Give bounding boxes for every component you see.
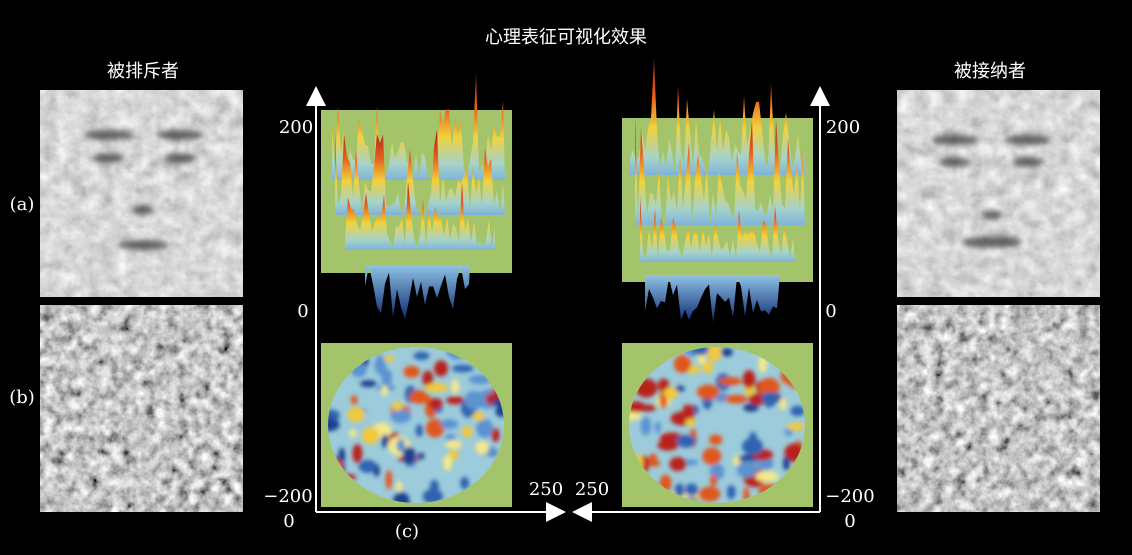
figure: 心理表征可视化效果 被排斥者 被接纳者 (a) (b) (c) 200 0 −2…: [0, 0, 1132, 555]
heat-blob: [386, 470, 393, 489]
heat-blob: [491, 428, 499, 442]
heat-blob: [676, 435, 696, 448]
heat-blob: [381, 385, 388, 396]
heat-blob: [349, 429, 357, 437]
heat-blob: [710, 475, 717, 487]
heat-blob: [413, 352, 429, 360]
heat-blob: [396, 439, 405, 452]
axis-label: 0: [825, 301, 836, 322]
heat-blob: [687, 405, 694, 417]
heat-blob: [699, 487, 720, 502]
heat-blob: [465, 391, 484, 410]
heat-blob: [709, 434, 722, 444]
axis-label: 200: [826, 117, 860, 138]
heat-blob: [755, 471, 779, 482]
heat-blob: [440, 419, 458, 429]
heat-blob: [410, 390, 426, 399]
heat-blob: [475, 441, 489, 454]
heat-blob: [403, 366, 419, 378]
heat-blob: [382, 434, 388, 448]
axis-label: −200: [825, 486, 874, 507]
left-label: 被排斥者: [107, 61, 179, 82]
heat-blob: [347, 407, 364, 422]
heat-blob: [429, 398, 443, 410]
heat-blob: [360, 380, 376, 387]
heat-blob: [761, 392, 782, 404]
axis-label: 200: [279, 117, 313, 138]
heat-blob: [359, 460, 377, 473]
title: 心理表征可视化效果: [485, 27, 647, 48]
heat-blob: [446, 396, 465, 404]
heat-blob: [425, 383, 448, 392]
heat-blob: [648, 460, 660, 467]
heat-blob: [462, 426, 473, 437]
axis-label: 250: [529, 479, 563, 500]
heat-blob: [721, 348, 733, 357]
heat-blob: [669, 457, 686, 471]
heat-blob: [460, 477, 469, 490]
noise-image: [897, 305, 1100, 512]
heat-blob: [416, 424, 424, 437]
heat-blob: [655, 421, 661, 433]
heat-blob: [685, 418, 695, 426]
heat-blob: [396, 481, 403, 492]
heat-blob: [352, 444, 362, 463]
heat-blob: [743, 370, 756, 388]
heat-blob: [391, 409, 411, 423]
axis-label: 0: [844, 511, 855, 532]
heat-blob: [445, 440, 462, 449]
heat-blob: [417, 453, 424, 460]
surface-negative: [365, 265, 470, 319]
heat-blob: [392, 401, 403, 410]
heat-blob: [727, 485, 736, 499]
heat-blob: [443, 455, 452, 471]
heat-blob: [725, 395, 748, 404]
axis-label: 250: [575, 479, 609, 500]
right-label: 被接纳者: [954, 61, 1026, 82]
heat-blob: [351, 395, 358, 405]
heat-blob: [697, 384, 719, 399]
axis-label: 0: [297, 301, 308, 322]
face-image: [40, 90, 243, 297]
heat-blob: [702, 448, 721, 465]
heat-blob: [740, 460, 757, 477]
heat-blob: [384, 356, 395, 362]
heat-blob: [362, 427, 380, 444]
face-images: [40, 90, 1100, 512]
heat-blob: [318, 418, 340, 431]
heat-blob: [451, 379, 459, 394]
axis-label: 0: [283, 511, 294, 532]
axis-label: −200: [263, 486, 312, 507]
heat-blob: [703, 361, 713, 374]
heat-blob: [451, 365, 473, 373]
heat-blob: [434, 360, 448, 376]
heat-blob: [742, 438, 763, 455]
heat-blob: [783, 456, 790, 470]
heat-blob: [787, 423, 805, 431]
heat-blob: [472, 412, 484, 421]
heat-blob: [719, 377, 742, 385]
face-image: [897, 90, 1100, 297]
noise-image: [40, 305, 243, 512]
heat-blob: [476, 419, 493, 438]
surface-negative: [645, 275, 780, 322]
row-label: (a): [10, 194, 35, 215]
row-label: (b): [9, 387, 35, 408]
heat-blob: [674, 355, 691, 373]
heat-blob: [779, 398, 786, 411]
heat-blob: [403, 447, 416, 465]
heat-blob: [685, 483, 698, 496]
panel-label: (c): [395, 521, 419, 542]
heat-blob: [641, 417, 652, 436]
heat-blob: [657, 440, 678, 451]
heat-blob: [664, 387, 678, 399]
